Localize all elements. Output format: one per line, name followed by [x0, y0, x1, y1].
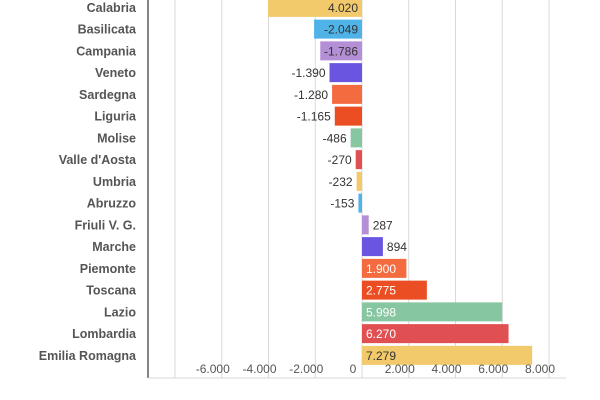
- bar: [268, 0, 362, 17]
- bar: [334, 106, 362, 126]
- x-tick-label: 0: [350, 362, 357, 376]
- x-tick-label: -2.000: [289, 362, 323, 376]
- bar: [362, 324, 509, 344]
- bar: [314, 19, 362, 39]
- x-axis: -6.000 -4.000 -2.000 0 2.000 4.000 6.000 8.000: [147, 0, 566, 379]
- value-label: 1.900: [366, 262, 396, 276]
- bar: [362, 237, 383, 257]
- value-label: -1.390: [291, 66, 325, 80]
- category-label: Marche: [92, 240, 136, 254]
- category-label: Emilia Romagna: [39, 349, 137, 363]
- bar: [329, 63, 362, 83]
- bar: [362, 258, 407, 278]
- bar: [362, 302, 503, 322]
- category-label: Liguria: [94, 110, 137, 124]
- x-tick-label: 6.000: [478, 362, 508, 376]
- value-label: -1.165: [297, 110, 331, 124]
- category-label: Lombardia: [72, 327, 137, 341]
- value-label: 4.020: [328, 1, 358, 15]
- value-label: 2.775: [366, 284, 396, 298]
- category-label: Lazio: [104, 305, 136, 319]
- value-label: -153: [330, 197, 354, 211]
- category-label: Campania: [76, 44, 137, 58]
- x-tick-label: -6.000: [196, 362, 230, 376]
- category-label: Piemonte: [80, 262, 136, 276]
- category-labels: Calabria Basilicata Campania Veneto Sardegna…: [39, 1, 137, 363]
- bar: [358, 193, 362, 213]
- bar: [362, 280, 427, 300]
- bar: [320, 41, 362, 61]
- value-label: 287: [373, 218, 393, 232]
- value-label: -232: [329, 175, 353, 189]
- category-label: Valle d'Aosta: [59, 153, 137, 167]
- category-label: Friuli V. G.: [75, 218, 136, 232]
- category-label: Calabria: [87, 1, 137, 15]
- value-label: -486: [323, 131, 347, 145]
- bar: [362, 215, 369, 235]
- category-label: Sardegna: [79, 88, 137, 102]
- x-tick-label: 4.000: [431, 362, 461, 376]
- bar: [350, 128, 362, 148]
- bar: [362, 345, 533, 365]
- bar: [356, 171, 362, 191]
- value-label: -2.049: [324, 23, 358, 37]
- value-labels: 4.020 -2.049 -1.786 -1.390 -1.280 -1.165 -486 -…: [291, 1, 407, 363]
- category-label: Toscana: [86, 284, 137, 298]
- value-label: 7.279: [366, 349, 396, 363]
- bars: [268, 0, 533, 365]
- x-tick-label: 8.000: [525, 362, 555, 376]
- bar: [355, 150, 362, 170]
- bar: [332, 84, 362, 104]
- value-label: 5.998: [366, 305, 396, 319]
- category-label: Basilicata: [78, 23, 137, 37]
- value-label: -270: [328, 153, 352, 167]
- category-label: Molise: [97, 131, 136, 145]
- x-tick-label: 2.000: [385, 362, 415, 376]
- category-label: Veneto: [95, 66, 136, 80]
- value-label: -1.786: [324, 44, 358, 58]
- category-label: Umbria: [93, 175, 137, 189]
- x-tick-label: -4.000: [242, 362, 276, 376]
- value-label: 894: [387, 240, 407, 254]
- value-label: -1.280: [294, 88, 328, 102]
- value-label: 6.270: [366, 327, 396, 341]
- category-label: Abruzzo: [87, 197, 137, 211]
